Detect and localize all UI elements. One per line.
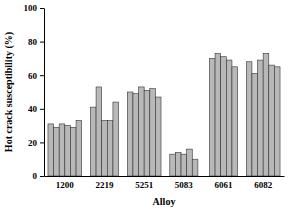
y-tick-mark bbox=[40, 42, 44, 43]
bar bbox=[59, 124, 65, 176]
y-tick: 80 bbox=[28, 37, 44, 47]
x-tick-label: 5251 bbox=[135, 180, 154, 190]
bar bbox=[144, 90, 150, 176]
bar bbox=[192, 159, 198, 176]
bar bbox=[170, 154, 176, 176]
x-tick-label: 6082 bbox=[254, 180, 273, 190]
bar bbox=[221, 57, 227, 176]
bar bbox=[54, 127, 60, 176]
y-axis-line bbox=[44, 9, 45, 177]
y-tick: 40 bbox=[28, 104, 44, 114]
bar bbox=[102, 121, 108, 176]
bar bbox=[232, 67, 238, 176]
x-tick: 5083 bbox=[175, 176, 194, 190]
bar bbox=[215, 53, 221, 176]
bar bbox=[263, 53, 269, 176]
y-tick-label: 40 bbox=[28, 104, 38, 114]
y-tick-label: 100 bbox=[24, 3, 38, 13]
bar bbox=[187, 149, 193, 176]
bar bbox=[96, 87, 102, 176]
bar bbox=[90, 107, 96, 176]
bar bbox=[113, 102, 119, 176]
y-tick: 0 bbox=[33, 171, 45, 181]
x-tick: 6061 bbox=[215, 176, 234, 190]
bar bbox=[76, 121, 82, 176]
bar bbox=[274, 67, 280, 176]
y-axis: 0 20 40 60 80 100 bbox=[24, 3, 45, 181]
x-tick-label: 5083 bbox=[175, 180, 194, 190]
bar bbox=[155, 97, 161, 176]
y-tick-mark bbox=[40, 8, 44, 9]
bar bbox=[65, 126, 71, 176]
bar bbox=[127, 92, 133, 176]
bar bbox=[258, 60, 264, 176]
y-axis-title: Hot crack susceptibility (%) bbox=[3, 32, 15, 152]
y-tick-mark bbox=[40, 75, 44, 76]
x-tick: 2219 bbox=[95, 176, 114, 190]
y-tick-mark bbox=[40, 142, 44, 143]
y-tick-label: 80 bbox=[28, 37, 38, 47]
x-axis-line bbox=[45, 176, 285, 177]
x-axis: 1200 2219 5251 5083 6061 6082 bbox=[45, 176, 285, 190]
bar bbox=[70, 127, 76, 176]
x-axis-title: Alloy bbox=[153, 196, 176, 207]
bar bbox=[246, 62, 252, 176]
y-tick-label: 20 bbox=[28, 138, 38, 148]
y-tick: 60 bbox=[28, 71, 44, 81]
y-tick-label: 60 bbox=[28, 71, 38, 81]
bar bbox=[181, 154, 187, 176]
chart: 0 20 40 60 80 100 1200 2219 5251 5083 6061 6082 Allo… bbox=[0, 0, 288, 209]
y-tick-mark bbox=[40, 176, 44, 177]
bar bbox=[252, 74, 258, 176]
bar bbox=[150, 89, 156, 176]
x-tick: 1200 bbox=[56, 176, 75, 190]
x-tick-label: 2219 bbox=[95, 180, 114, 190]
bar bbox=[175, 152, 181, 176]
bar bbox=[48, 124, 54, 176]
bars bbox=[48, 53, 280, 176]
x-tick-label: 6061 bbox=[215, 180, 234, 190]
bar bbox=[209, 58, 215, 176]
y-tick-label: 0 bbox=[33, 171, 38, 181]
bar bbox=[107, 121, 113, 176]
plot: 0 20 40 60 80 100 1200 2219 5251 5083 6061 6082 bbox=[24, 3, 285, 190]
y-tick: 100 bbox=[24, 3, 45, 13]
x-tick: 5251 bbox=[135, 176, 154, 190]
bar bbox=[139, 87, 145, 176]
x-tick-label: 1200 bbox=[56, 180, 75, 190]
y-tick-mark bbox=[40, 109, 44, 110]
x-tick: 6082 bbox=[254, 176, 273, 190]
bar bbox=[226, 60, 232, 176]
bar bbox=[269, 65, 275, 176]
y-tick: 20 bbox=[28, 138, 44, 148]
bar bbox=[133, 94, 139, 176]
